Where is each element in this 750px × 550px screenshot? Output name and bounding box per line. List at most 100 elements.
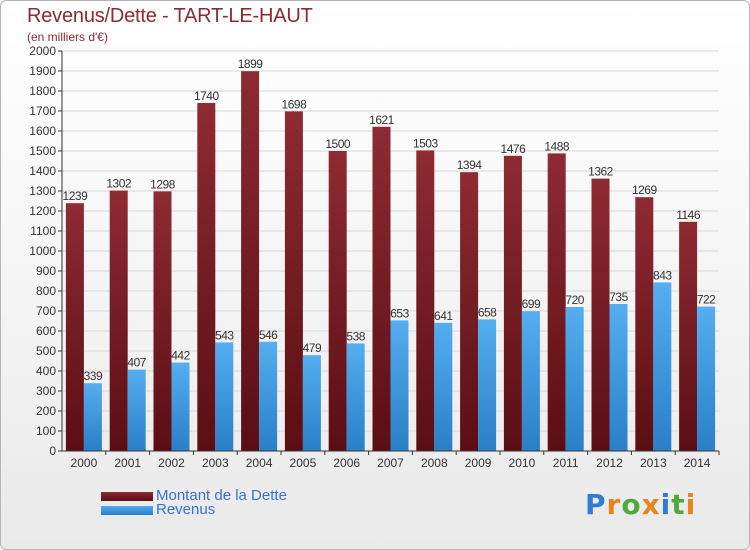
data-label-revenue: 735 <box>609 290 628 304</box>
data-label-debt: 1621 <box>369 113 395 127</box>
y-tick-label: 1400 <box>29 164 56 178</box>
x-tick-label: 2013 <box>640 456 667 470</box>
data-label-debt: 1298 <box>150 177 176 191</box>
data-label-debt: 1488 <box>544 139 570 153</box>
data-label-revenue: 653 <box>390 306 409 320</box>
bar-debt <box>635 197 654 451</box>
bar-debt <box>109 190 128 451</box>
data-label-debt: 1362 <box>588 165 614 179</box>
bar-debt <box>547 153 566 451</box>
data-label-revenue: 442 <box>171 349 190 363</box>
bar-debt <box>679 221 698 451</box>
data-label-debt: 1476 <box>501 142 527 156</box>
data-label-revenue: 546 <box>259 328 278 342</box>
bar-revenue <box>346 343 365 451</box>
y-tick-label: 1300 <box>29 184 56 198</box>
x-tick-label: 2004 <box>246 456 273 470</box>
x-tick-label: 2009 <box>465 456 492 470</box>
y-tick-label: 200 <box>36 404 56 418</box>
data-label-revenue: 843 <box>653 268 672 282</box>
bar-debt <box>503 155 522 452</box>
data-label-revenue: 407 <box>127 356 146 370</box>
logo-letter: i <box>660 488 672 521</box>
data-label-debt: 1899 <box>238 57 264 71</box>
logo-letter: P <box>585 488 607 521</box>
y-tick-label: 1600 <box>29 124 56 138</box>
legend-swatch-debt <box>101 491 153 501</box>
data-label-revenue: 479 <box>303 341 322 355</box>
x-tick-label: 2007 <box>377 456 404 470</box>
bar-revenue <box>215 342 234 451</box>
logo-letter: x <box>641 488 661 521</box>
bar-revenue <box>259 341 278 451</box>
y-tick-label: 1100 <box>30 224 56 238</box>
y-tick-label: 500 <box>36 344 56 358</box>
data-label-revenue: 720 <box>565 293 584 307</box>
bar-revenue <box>302 355 321 451</box>
data-label-revenue: 641 <box>434 309 453 323</box>
proxiti-logo: Proxiti <box>585 488 696 521</box>
x-tick-label: 2008 <box>421 456 448 470</box>
y-tick-label: 1500 <box>29 144 56 158</box>
bar-debt <box>591 178 610 451</box>
bar-debt <box>284 111 303 452</box>
chart-subtitle: (en milliers d'€) <box>27 30 108 44</box>
y-tick-label: 1800 <box>29 84 56 98</box>
y-tick-label: 1700 <box>29 104 56 118</box>
data-label-debt: 1503 <box>413 136 439 150</box>
chart-title: Revenus/Dette - TART-LE-HAUT <box>27 5 313 27</box>
y-tick-label: 1200 <box>29 204 56 218</box>
bar-revenue <box>521 311 540 451</box>
y-tick-label: 0 <box>49 444 56 458</box>
data-label-revenue: 699 <box>522 297 541 311</box>
bar-debt <box>153 191 172 451</box>
x-tick-label: 2012 <box>596 456 623 470</box>
y-tick-label: 800 <box>36 284 56 298</box>
logo-letter: r <box>606 488 622 521</box>
bar-debt <box>65 203 84 451</box>
bar-debt <box>241 71 260 451</box>
logo-letter: t <box>671 488 686 521</box>
bar-debt <box>460 172 479 451</box>
y-tick-label: 300 <box>36 384 56 398</box>
data-label-debt: 1269 <box>632 183 658 197</box>
x-tick-label: 2003 <box>202 456 229 470</box>
data-label-revenue: 658 <box>478 305 497 319</box>
x-tick-label: 2001 <box>114 456 141 470</box>
y-tick-label: 100 <box>36 424 56 438</box>
legend-swatch-revenue <box>101 505 153 515</box>
bar-revenue <box>653 282 672 451</box>
bar-debt <box>328 151 347 451</box>
y-tick-label: 1000 <box>29 244 56 258</box>
bar-revenue <box>565 307 584 451</box>
logo-letter: i <box>685 488 697 521</box>
x-tick-label: 2005 <box>290 456 317 470</box>
data-label-revenue: 339 <box>84 369 103 383</box>
bar-debt <box>372 126 391 452</box>
data-label-debt: 1394 <box>457 158 483 172</box>
bar-revenue <box>390 320 409 451</box>
x-tick-label: 2006 <box>333 456 360 470</box>
legend-label-revenue: Revenus <box>156 501 216 518</box>
bar-debt <box>416 150 435 451</box>
y-tick-label: 1900 <box>29 64 56 78</box>
data-label-debt: 1302 <box>106 177 132 191</box>
logo-letter: o <box>621 488 642 521</box>
data-label-revenue: 722 <box>697 293 716 307</box>
legend-label-debt: Montant de la Dette <box>156 487 287 504</box>
bar-revenue <box>83 383 102 451</box>
bar-revenue <box>171 362 190 451</box>
y-tick-label: 2000 <box>29 44 56 58</box>
y-tick-label: 900 <box>36 264 56 278</box>
bar-revenue <box>127 369 146 451</box>
data-label-debt: 1740 <box>194 89 220 103</box>
y-tick-label: 700 <box>36 304 56 318</box>
bar-revenue <box>609 304 628 451</box>
data-label-debt: 1146 <box>676 208 701 222</box>
y-tick-label: 400 <box>36 364 56 378</box>
bar-revenue <box>697 306 716 451</box>
legend-item-revenue: Revenus <box>101 501 216 518</box>
bar-debt <box>197 103 216 451</box>
